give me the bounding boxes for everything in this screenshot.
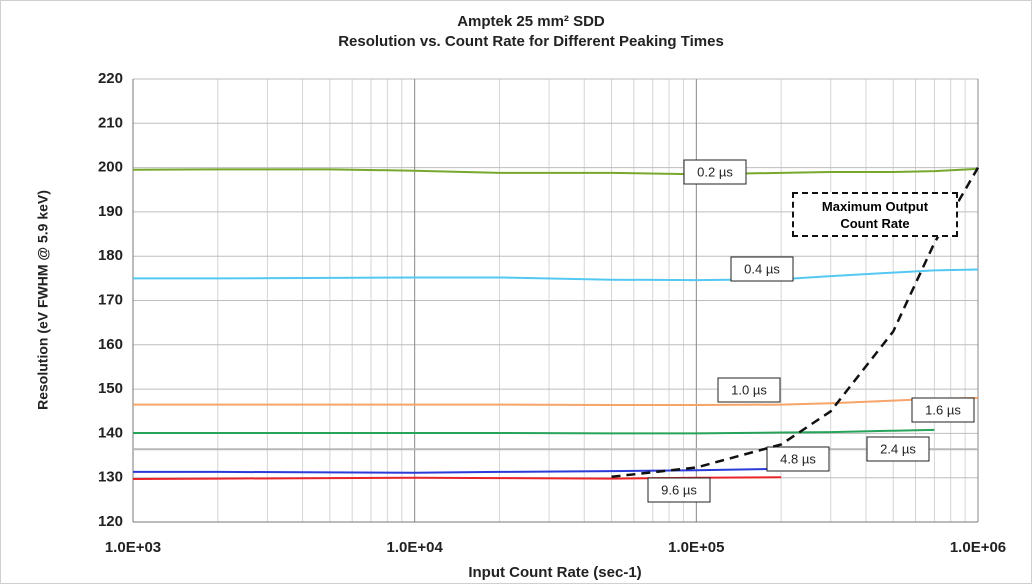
chart-subtitle: Resolution vs. Count Rate for Different … — [338, 33, 724, 50]
series-label-box — [730, 256, 794, 282]
x-axis-title: Input Count Rate (sec-1) — [468, 564, 641, 581]
series-label-box — [911, 397, 975, 423]
series-label-box — [766, 446, 830, 472]
y-tick-label: 210 — [98, 114, 123, 131]
y-tick-label: 150 — [98, 380, 123, 397]
y-tick-label: 120 — [98, 513, 123, 530]
series-label: 9.6 µs — [661, 482, 697, 497]
series-label-box — [683, 159, 747, 185]
y-tick-label: 180 — [98, 247, 123, 264]
series-line — [133, 397, 979, 406]
series-line — [133, 428, 935, 435]
series-label-box — [866, 436, 930, 462]
series-line — [133, 467, 782, 474]
series-line — [132, 167, 979, 176]
y-tick-label: 140 — [98, 424, 123, 441]
series-line — [611, 166, 980, 479]
series-label: 0.4 µs — [744, 261, 780, 276]
annotation: Maximum Output Count Rate — [792, 192, 958, 237]
series-label: 2.4 µs — [880, 441, 916, 456]
series-line — [133, 268, 979, 282]
y-tick-label: 170 — [98, 291, 123, 308]
series-label: 1.0 µs — [731, 382, 767, 397]
y-tick-label: 190 — [98, 203, 123, 220]
y-tick-label: 220 — [98, 70, 123, 87]
y-tick-label: 130 — [98, 469, 123, 486]
chart-title: Amptek 25 mm² SDD — [457, 13, 605, 30]
series-label: 0.2 µs — [697, 164, 733, 179]
x-tick-label: 1.0E+04 — [387, 539, 444, 556]
x-tick-label: 1.0E+03 — [105, 539, 161, 556]
series-label: 4.8 µs — [780, 451, 816, 466]
y-tick-label: 200 — [98, 159, 123, 176]
series-label: 1.6 µs — [925, 402, 961, 417]
y-tick-label: 160 — [98, 336, 123, 353]
series-label-box — [647, 477, 711, 503]
y-axis-title: Resolution (eV FWHM @ 5.9 keV) — [35, 190, 51, 410]
x-tick-label: 1.0E+06 — [950, 539, 1006, 556]
x-tick-label: 1.0E+05 — [668, 539, 724, 556]
series-label-box — [717, 377, 781, 403]
